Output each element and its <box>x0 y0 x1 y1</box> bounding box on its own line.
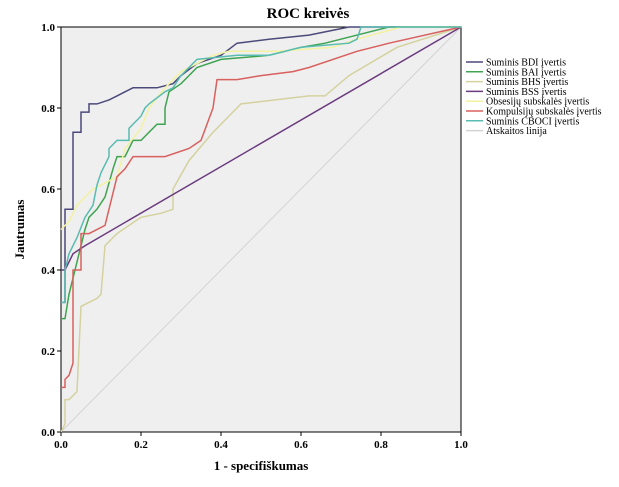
legend-label-5: Obsesijų subskalės įvertis <box>486 97 589 108</box>
legend-label-3: Suminis BHS įvertis <box>486 77 568 88</box>
x-tick-label: 1.0 <box>454 439 468 451</box>
series-line-3 <box>60 26 462 433</box>
x-tick-label: 0.4 <box>214 439 228 451</box>
y-tick-label: 0.8 <box>41 103 55 115</box>
ticks-layer: 0.0 0.2 0.4 0.6 0.8 1.0 0.0 0.2 0.4 0.6 0.8 1.0 <box>41 22 468 451</box>
x-tick-label: 0.2 <box>134 439 148 451</box>
legend-label-2: Suminis BAI įvertis <box>486 67 566 78</box>
y-tick-label: 0.6 <box>41 184 55 196</box>
series-line-7 <box>61 26 461 304</box>
series-layer <box>60 26 462 433</box>
x-tick-label: 0.8 <box>374 439 388 451</box>
legend-label-8: Atskaitos linija <box>486 126 547 137</box>
series-line-4 <box>61 26 462 271</box>
x-tick-label: 0.0 <box>54 439 68 451</box>
y-tick-label: 1.0 <box>41 22 55 34</box>
series-line-8 <box>60 26 462 433</box>
x-axis-title: 1 - specifiškumas <box>214 458 309 473</box>
legend-label-4: Suminis BSS įvertis <box>486 87 567 98</box>
series-line-6 <box>61 26 462 389</box>
y-axis-title: Jautrumas <box>12 200 27 260</box>
y-tick-label: 0.4 <box>41 265 55 277</box>
legend-label-6: Kompulsijų subskalės įvertis <box>486 107 602 118</box>
y-tick-label: 0.2 <box>41 346 55 358</box>
y-tick-label: 0.0 <box>41 427 55 439</box>
chart-title: ROC kreivės <box>267 6 350 22</box>
legend-label-1: Suminis BDI įvertis <box>486 58 566 69</box>
x-tick-label: 0.6 <box>294 439 308 451</box>
legend-label-7: Suminis CBOCI įvertis <box>486 116 579 127</box>
series-line-1 <box>61 26 461 304</box>
